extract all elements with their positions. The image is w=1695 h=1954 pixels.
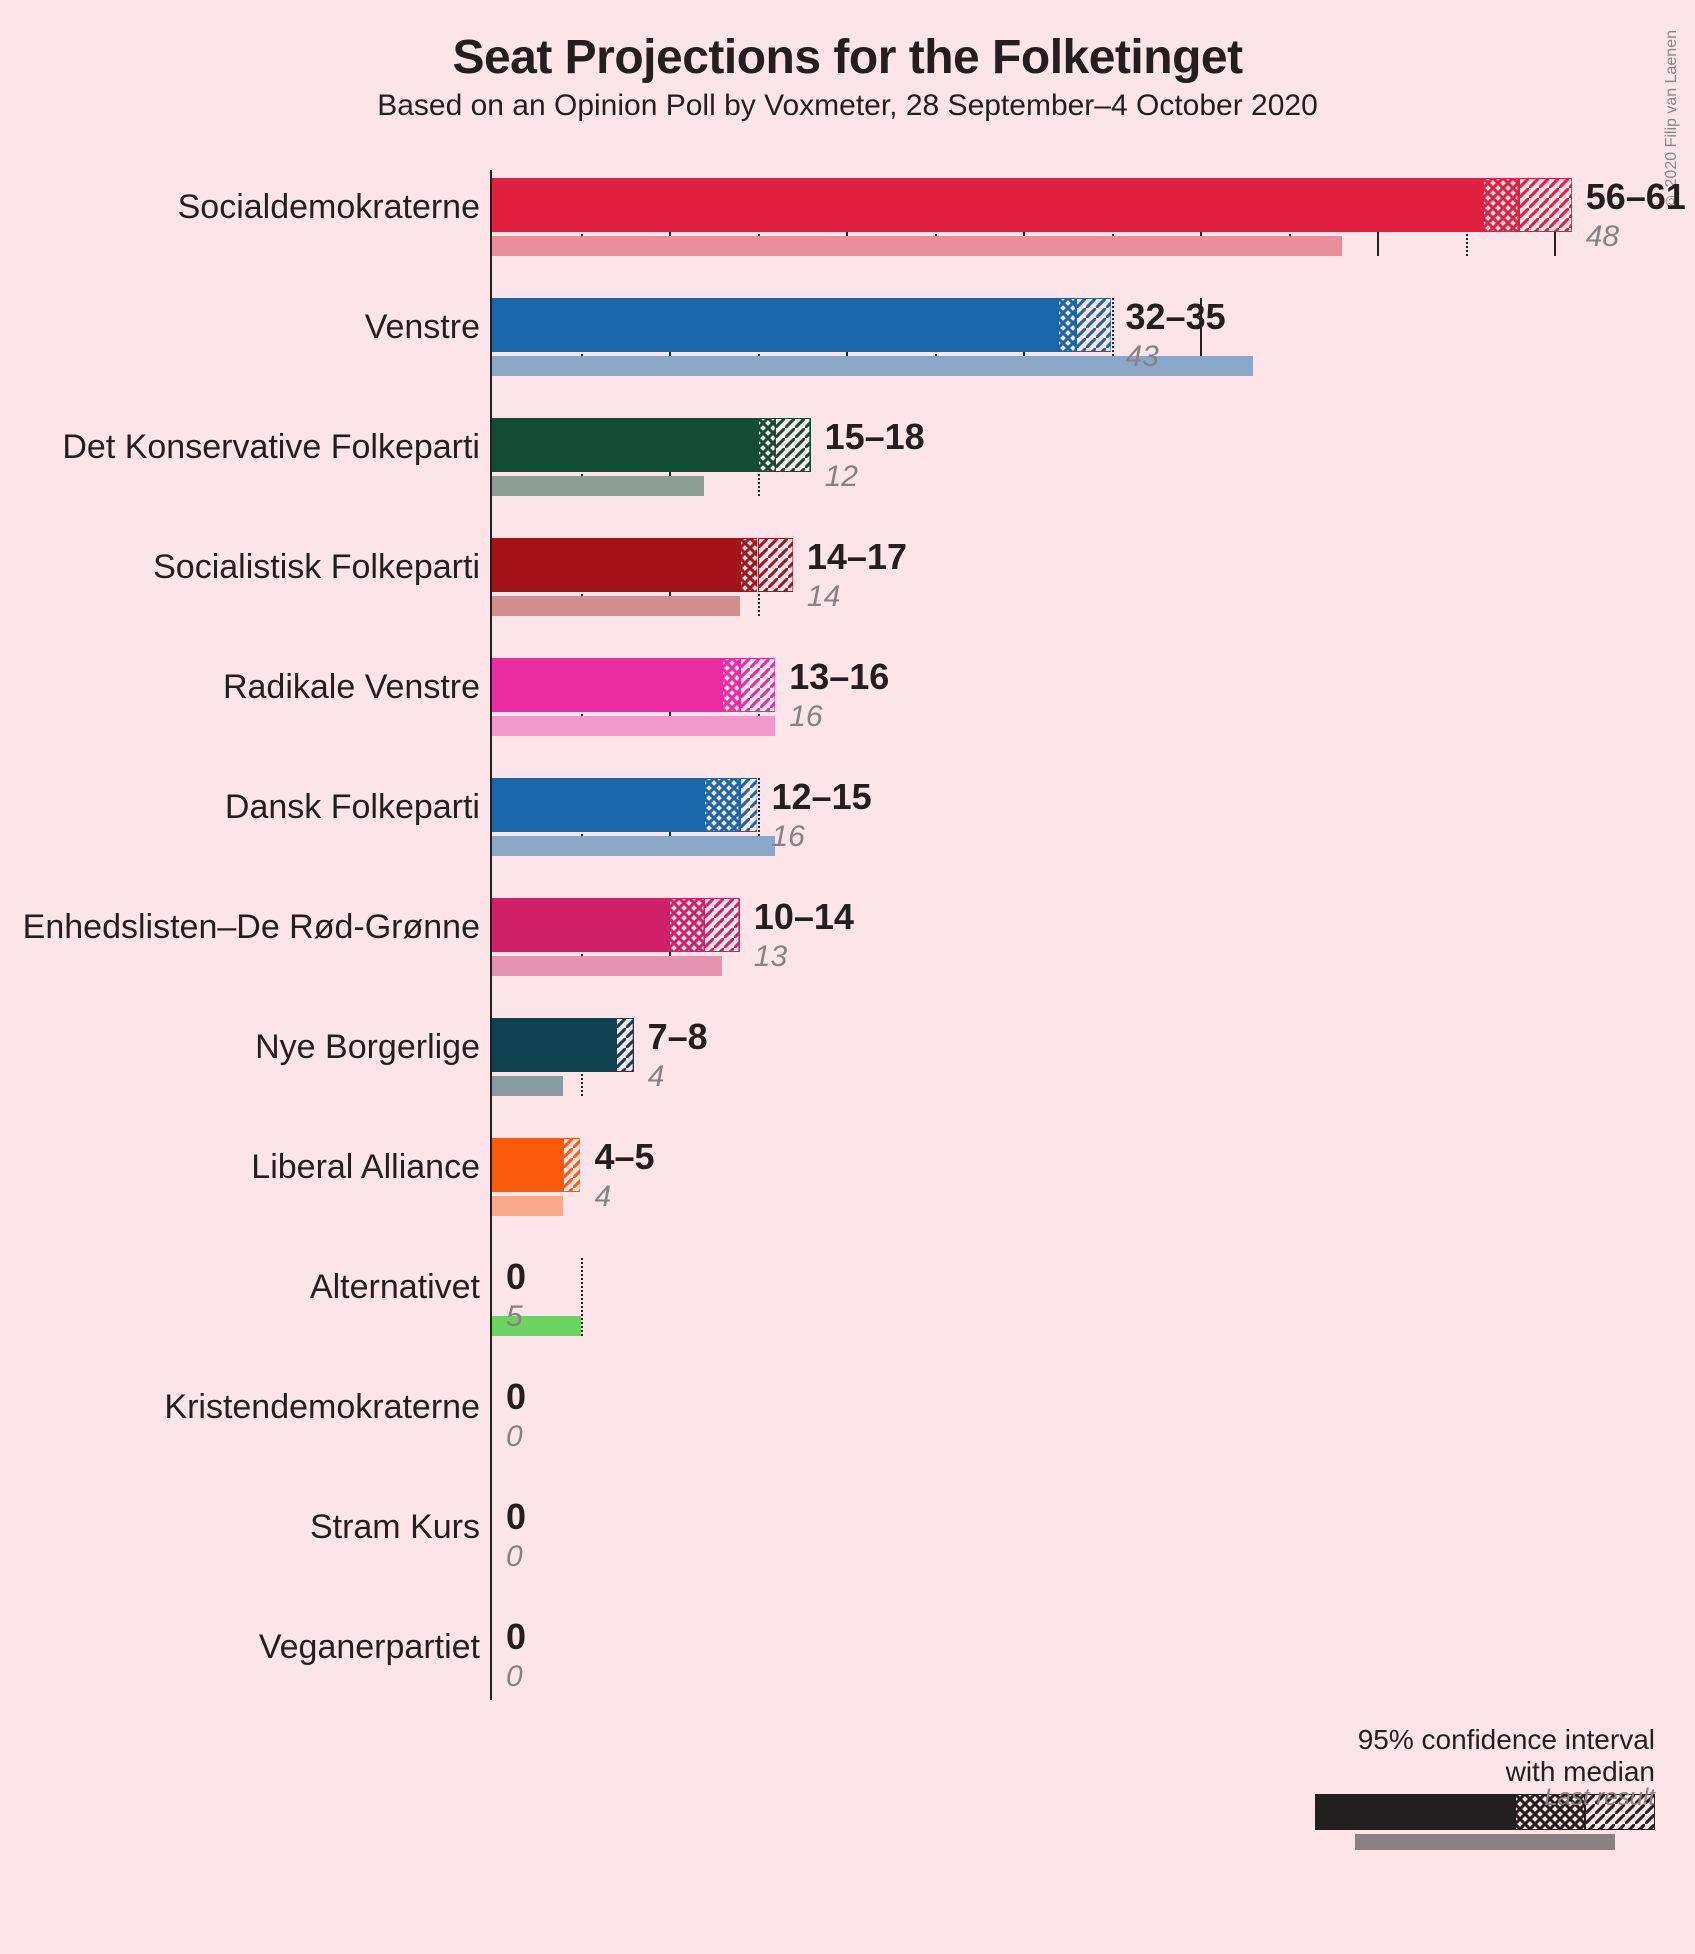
party-row: Venstre 32–3543 [0,290,1695,410]
party-row: Dansk Folkeparti 12–1516 [0,770,1695,890]
bar-last-result [492,716,775,736]
bar-ci-upper [740,658,775,712]
party-row: Socialistisk Folkeparti 14–1714 [0,530,1695,650]
last-result-label: 16 [789,700,822,734]
seat-range-label: 4–5 [595,1136,655,1178]
last-result-label: 0 [506,1420,523,1454]
bar-ci-lower [1483,178,1518,232]
last-result-label: 0 [506,1660,523,1694]
party-name: Liberal Alliance [251,1148,480,1187]
bar-ci-upper [1076,298,1111,352]
seat-range-label: 0 [506,1616,526,1658]
bar-ci-lower [758,418,776,472]
seat-range-label: 56–61 [1586,176,1686,218]
party-name: Radikale Venstre [223,668,480,707]
gridline-minor [581,1258,583,1336]
bar-ci-upper [775,418,810,472]
bar-ci-lower [669,898,704,952]
bar-ci-upper [704,898,739,952]
chart-subtitle: Based on an Opinion Poll by Voxmeter, 28… [0,85,1695,123]
party-name: Venstre [365,308,480,347]
party-row: Nye Borgerlige 7–84 [0,1010,1695,1130]
party-row: Kristendemokraterne 00 [0,1370,1695,1490]
party-name: Socialistisk Folkeparti [153,548,480,587]
party-row: Stram Kurs 00 [0,1490,1695,1610]
seat-range-label: 0 [506,1496,526,1538]
bar-low [492,178,1483,232]
last-result-label: 5 [506,1300,523,1334]
bar-low [492,1138,563,1192]
seat-range-label: 14–17 [807,536,907,578]
party-name: Veganerpartiet [259,1628,480,1667]
seat-range-label: 15–18 [825,416,925,458]
party-name: Det Konservative Folkeparti [62,428,480,467]
last-result-label: 14 [807,580,840,614]
seat-projection-chart: Socialdemokraterne 56–6148 Venstre 32–3543 D… [0,150,1695,1850]
party-row: Radikale Venstre 13–1616 [0,650,1695,770]
last-result-label: 16 [772,820,805,854]
seat-range-label: 13–16 [789,656,889,698]
party-name: Kristendemokraterne [164,1388,480,1427]
last-result-label: 43 [1126,340,1159,374]
last-result-label: 0 [506,1540,523,1574]
bar-last-result [492,476,704,496]
party-name: Dansk Folkeparti [225,788,480,827]
bar-ci-upper [1519,178,1572,232]
legend: 95% confidence intervalwith median Last … [1315,1724,1655,1854]
last-result-label: 13 [754,940,787,974]
bar-low [492,658,722,712]
seat-range-label: 10–14 [754,896,854,938]
bar-ci-lower [722,658,740,712]
bar-last-result [492,1196,563,1216]
seat-range-label: 0 [506,1256,526,1298]
bar-ci-lower [1058,298,1076,352]
party-row: Det Konservative Folkeparti 15–1812 [0,410,1695,530]
party-name: Enhedslisten–De Rød-Grønne [23,908,480,947]
party-row: Liberal Alliance 4–54 [0,1130,1695,1250]
party-name: Nye Borgerlige [255,1028,480,1067]
seat-range-label: 32–35 [1126,296,1226,338]
last-result-label: 4 [648,1060,665,1094]
bar-ci-upper [616,1018,634,1072]
bar-last-result [492,836,775,856]
last-result-label: 12 [825,460,858,494]
bar-ci-lower [740,538,758,592]
bar-low [492,898,669,952]
bar-last-result [492,1076,563,1096]
bar-ci-upper [758,538,793,592]
party-row: Socialdemokraterne 56–6148 [0,170,1695,290]
bar-ci-upper [740,778,758,832]
seat-range-label: 0 [506,1376,526,1418]
bar-low [492,418,758,472]
bar-low [492,1018,616,1072]
party-row: Alternativet 05 [0,1250,1695,1370]
bar-last-result [492,956,722,976]
bar-last-result [492,236,1342,256]
party-row: Enhedslisten–De Rød-Grønne 10–1413 [0,890,1695,1010]
seat-range-label: 7–8 [648,1016,708,1058]
party-row: Veganerpartiet 00 [0,1610,1695,1730]
party-name: Stram Kurs [310,1508,480,1547]
bar-ci-upper [563,1138,581,1192]
bar-low [492,538,740,592]
bar-low [492,298,1058,352]
legend-last-label: Last result [1544,1784,1655,1812]
bar-low [492,778,704,832]
last-result-label: 48 [1586,220,1619,254]
party-name: Alternativet [310,1268,480,1307]
last-result-label: 4 [595,1180,612,1214]
seat-range-label: 12–15 [772,776,872,818]
bar-last-result [492,596,740,616]
bar-ci-lower [704,778,739,832]
party-name: Socialdemokraterne [178,188,480,227]
chart-title: Seat Projections for the Folketinget [0,0,1695,85]
